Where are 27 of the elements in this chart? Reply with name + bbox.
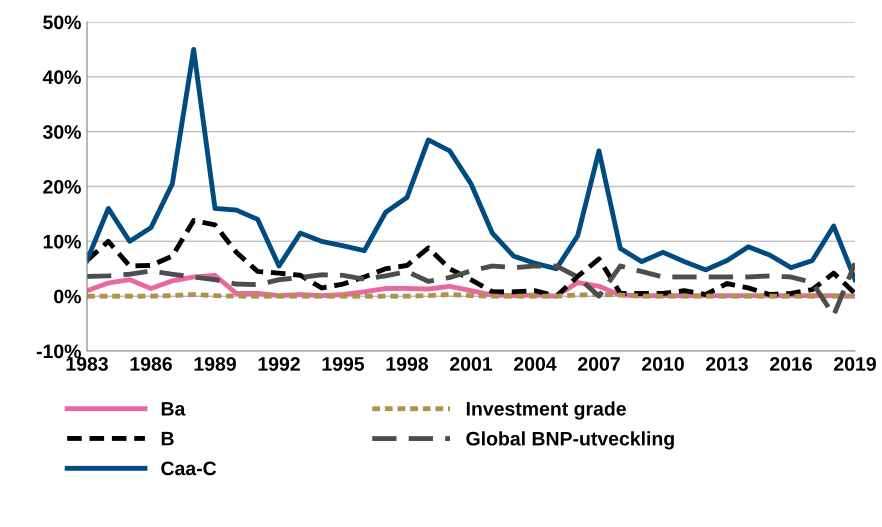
x-tick-label: 2007 [578,357,620,371]
legend-label: B [162,432,174,446]
x-tick-label: 1992 [258,357,300,371]
y-tick-label: 40% [42,70,81,84]
legend-label: Ba [162,402,186,416]
x-tick-label: 1995 [322,357,364,371]
y-tick-label: 30% [42,125,81,139]
line-series [87,46,855,282]
x-tick-label: 1986 [130,357,172,371]
legend-label: Investment grade [466,401,626,420]
x-tick-label: 1998 [386,357,428,371]
x-tick-label: 2016 [770,357,812,371]
line-series [87,218,855,299]
y-tick-label: -10% [36,344,81,358]
y-tick-label: 50% [43,15,81,30]
y-tick-label: 20% [43,180,81,194]
x-tick-label: 2001 [450,357,492,371]
y-tick-label: 0% [54,290,81,304]
x-tick-label: 1983 [66,357,108,371]
x-tick-label: 2013 [706,357,748,371]
x-tick-label: 2010 [642,357,684,371]
legend-label: Caa-C [161,462,216,476]
x-tick-label: 2019 [834,357,876,371]
y-tick-label: 10% [44,234,81,249]
x-tick-label: 1989 [194,357,236,371]
legend-label: Global BNP-utveckling [466,431,674,450]
x-tick-label: 2004 [514,357,557,371]
